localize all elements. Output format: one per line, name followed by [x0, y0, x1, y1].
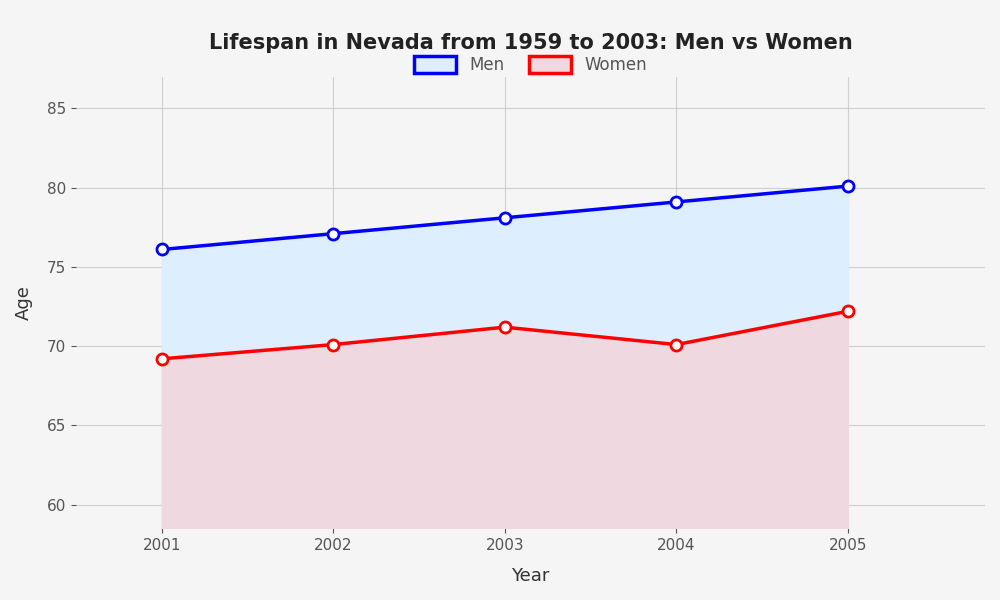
- Y-axis label: Age: Age: [15, 285, 33, 320]
- Title: Lifespan in Nevada from 1959 to 2003: Men vs Women: Lifespan in Nevada from 1959 to 2003: Me…: [209, 33, 852, 53]
- Legend: Men, Women: Men, Women: [407, 49, 654, 80]
- X-axis label: Year: Year: [511, 567, 550, 585]
